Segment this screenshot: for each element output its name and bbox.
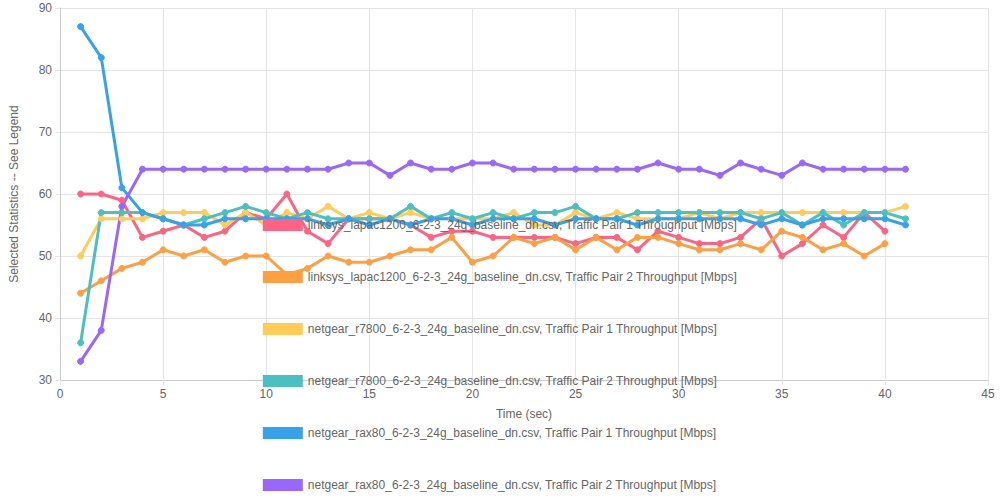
svg-text:linksys_lapac1200_6-2-3_24g_ba: linksys_lapac1200_6-2-3_24g_baseline_dn.… [308,218,737,232]
svg-text:10: 10 [260,387,274,401]
svg-text:0: 0 [57,387,64,401]
svg-text:30: 30 [672,387,686,401]
svg-text:Selected Statistics -- See Leg: Selected Statistics -- See Legend [7,105,21,282]
svg-text:35: 35 [775,387,789,401]
svg-text:15: 15 [363,387,377,401]
svg-text:30: 30 [39,373,53,387]
svg-text:70: 70 [39,125,53,139]
svg-text:80: 80 [39,63,53,77]
svg-text:60: 60 [39,187,53,201]
svg-text:linksys_lapac1200_6-2-3_24g_ba: linksys_lapac1200_6-2-3_24g_baseline_dn.… [308,270,737,284]
svg-text:Time (sec): Time (sec) [496,407,552,421]
svg-text:netgear_r7800_6-2-3_24g_baseli: netgear_r7800_6-2-3_24g_baseline_dn.csv,… [308,322,717,336]
svg-text:netgear_rax80_6-2-3_24g_baseli: netgear_rax80_6-2-3_24g_baseline_dn.csv,… [308,478,716,492]
svg-text:5: 5 [160,387,167,401]
svg-text:netgear_rax80_6-2-3_24g_baseli: netgear_rax80_6-2-3_24g_baseline_dn.csv,… [308,426,716,440]
svg-text:45: 45 [981,387,995,401]
svg-text:netgear_r7800_6-2-3_24g_baseli: netgear_r7800_6-2-3_24g_baseline_dn.csv,… [308,374,717,388]
svg-text:40: 40 [878,387,892,401]
svg-text:20: 20 [466,387,480,401]
svg-text:90: 90 [39,1,53,15]
svg-text:25: 25 [569,387,583,401]
svg-text:50: 50 [39,249,53,263]
svg-text:40: 40 [39,311,53,325]
